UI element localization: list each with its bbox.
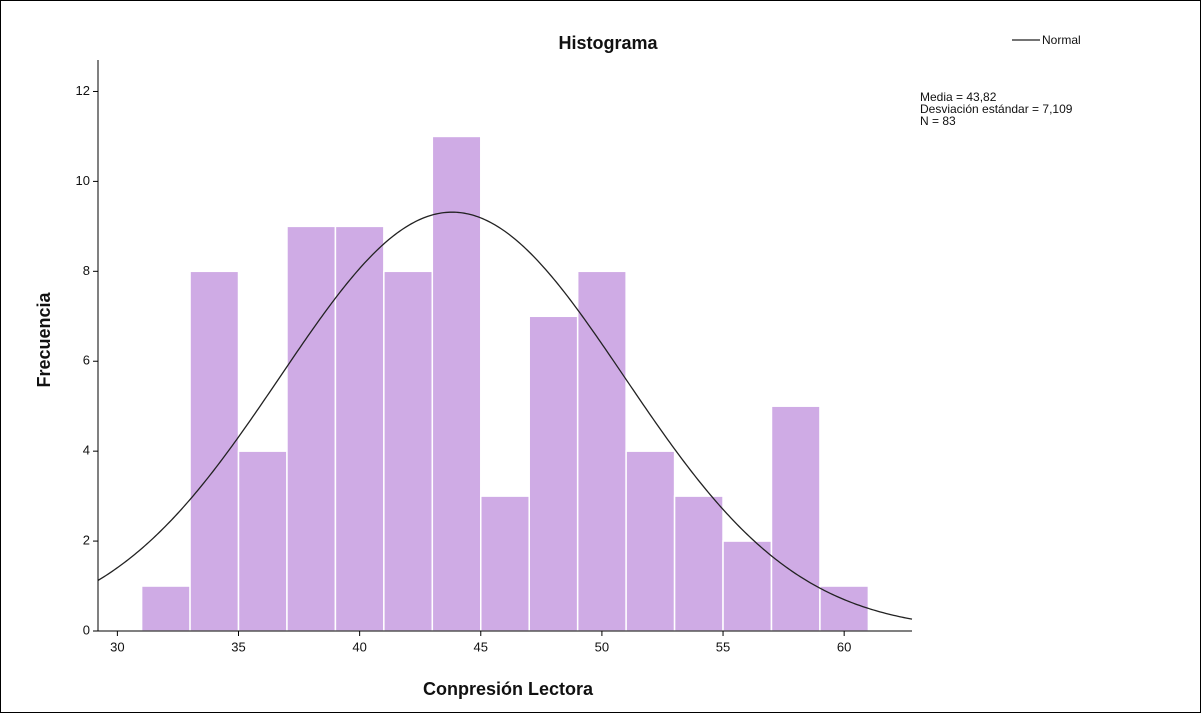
bar [576, 270, 627, 632]
y-tick-label: 6 [83, 353, 90, 368]
normal-curve [97, 211, 913, 620]
y-tick-label: 10 [76, 173, 90, 188]
y-tick-label: 4 [83, 443, 90, 458]
y-tick-label: 0 [83, 622, 90, 637]
chart-title: Histograma [558, 33, 658, 53]
y-axis-label: Frecuencia [34, 291, 54, 387]
x-tick-label: 35 [231, 639, 245, 654]
bar [480, 495, 530, 632]
bar [431, 135, 482, 632]
legend-label: Normal [1042, 33, 1081, 47]
y-tick-label: 12 [76, 83, 90, 98]
bar [770, 405, 821, 632]
x-axis-label: Conpresión Lectora [423, 679, 594, 699]
x-tick-label: 60 [837, 639, 851, 654]
bar [673, 495, 724, 632]
bar [625, 450, 676, 632]
bar [237, 450, 288, 632]
stat-label: Desviación estándar = 7,109 [920, 102, 1073, 116]
x-tick-label: 55 [716, 639, 730, 654]
bar [140, 585, 191, 632]
x-tick-label: 50 [595, 639, 609, 654]
x-tick-label: 45 [474, 639, 488, 654]
bar [286, 225, 337, 632]
bar [189, 270, 240, 632]
bar [334, 225, 385, 632]
bar [383, 270, 434, 632]
stat-label: Media = 43,82 [920, 90, 997, 104]
bar [722, 540, 773, 632]
stat-label: N = 83 [920, 114, 956, 128]
y-tick-label: 8 [83, 263, 90, 278]
bar [819, 585, 870, 632]
x-tick-label: 40 [352, 639, 366, 654]
y-tick-label: 2 [83, 533, 90, 548]
x-tick-label: 30 [110, 639, 124, 654]
bar [528, 315, 579, 632]
